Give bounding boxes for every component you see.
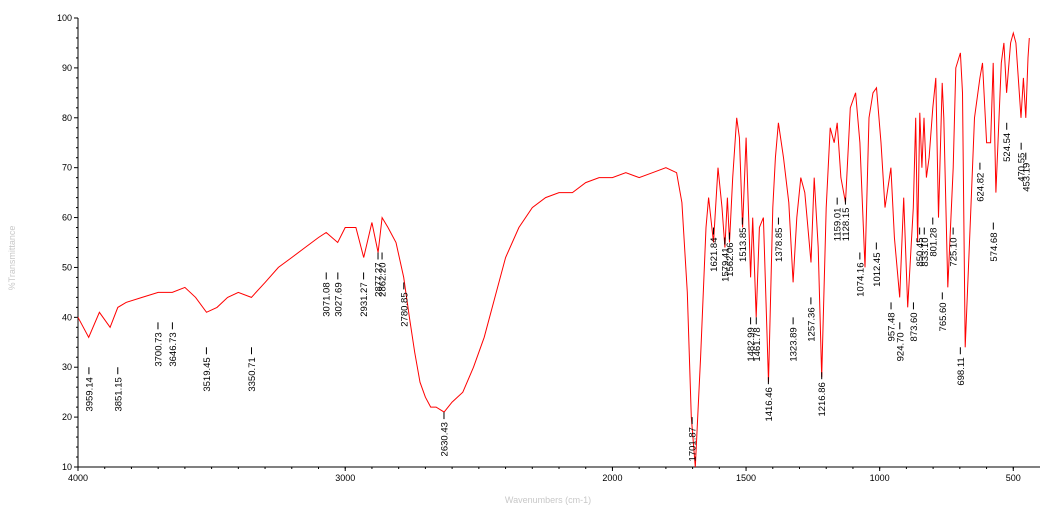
peak-label: 2931.27 — [359, 282, 370, 316]
peak-label: 725.10 — [949, 238, 960, 267]
x-axis-title: Wavenumbers (cm-1) — [505, 495, 591, 505]
peak-label: 850.45 — [915, 238, 926, 267]
peak-label: 3646.73 — [168, 332, 179, 366]
peak-label: 957.48 — [887, 312, 898, 341]
peak-label: 3071.08 — [322, 282, 333, 316]
spectrum-line — [77, 31, 1030, 468]
peak-label: 3959.14 — [84, 377, 95, 411]
peak-label: 2877.27 — [374, 263, 385, 297]
peak-label: 3851.15 — [113, 377, 124, 411]
y-tick-label: 90 — [62, 63, 72, 73]
peak-label: 1482.99 — [746, 327, 757, 361]
peak-label: 3519.45 — [202, 357, 213, 391]
peak-label: 1378.85 — [774, 228, 785, 262]
peak-label: 801.28 — [928, 228, 939, 257]
peak-label: 2630.43 — [440, 422, 451, 456]
y-tick-label: 30 — [62, 362, 72, 372]
peak-label: 3700.73 — [154, 332, 165, 366]
peak-label: 1513.85 — [738, 228, 749, 262]
peak-label: 624.82 — [975, 173, 986, 202]
peak-label: 453.19 — [1021, 163, 1032, 192]
peak-label: 1701.87 — [688, 427, 699, 461]
x-tick-label: 4000 — [68, 473, 88, 483]
peak-label: 698.11 — [956, 357, 967, 385]
peak-label: 1461.78 — [752, 327, 763, 361]
peak-label: 1159.01 — [833, 208, 844, 242]
peak-annotations: 3959.14 3851.15 3700.73 3646.73 3519.45 3350.… — [84, 122, 1032, 461]
peak-label: 1257.36 — [806, 307, 817, 341]
peak-label: 833.10 — [920, 238, 931, 267]
x-tick-label: 3000 — [335, 473, 355, 483]
peak-label: 1128.15 — [841, 208, 852, 242]
x-tick-label: 1000 — [870, 473, 890, 483]
y-tick-label: 20 — [62, 412, 72, 422]
peak-label: 574.68 — [989, 233, 1000, 262]
y-axis-title: %Transmittance — [7, 226, 17, 291]
peak-label: 1074.16 — [855, 263, 866, 297]
y-tick-label: 40 — [62, 312, 72, 322]
peak-label: 1323.89 — [789, 327, 800, 361]
peak-label: 2862.20 — [378, 263, 389, 297]
peak-label: 1216.86 — [817, 382, 828, 416]
peak-label: 765.60 — [938, 302, 949, 331]
peak-label: 3350.71 — [247, 357, 258, 391]
y-tick-label: 80 — [62, 113, 72, 123]
y-tick-label: 100 — [57, 13, 72, 23]
peak-label: 1621.84 — [709, 238, 720, 272]
x-tick-label: 2000 — [602, 473, 622, 483]
peak-label: 873.60 — [909, 312, 920, 341]
y-tick-label: 50 — [62, 262, 72, 272]
y-tick-label: 10 — [62, 462, 72, 472]
peak-label: 470.55 — [1017, 153, 1028, 182]
axes: 10 20 30 40 50 60 70 80 90 100 4000 3000 2000 1500 100… — [57, 13, 1040, 483]
peak-label: 1579.41 — [720, 248, 731, 282]
peak-label: 1012.45 — [872, 253, 883, 287]
y-tick-label: 60 — [62, 213, 72, 223]
peak-label: 2780.85 — [399, 292, 410, 326]
peak-label: 924.70 — [895, 332, 906, 361]
x-tick-label: 1500 — [736, 473, 756, 483]
peak-label: 1416.46 — [764, 387, 775, 421]
y-tick-label: 70 — [62, 163, 72, 173]
x-tick-label: 500 — [1006, 473, 1021, 483]
peak-label: 1562.06 — [725, 243, 736, 277]
peak-label: 3027.69 — [333, 282, 344, 316]
peak-label: 524.54 — [1002, 133, 1013, 162]
